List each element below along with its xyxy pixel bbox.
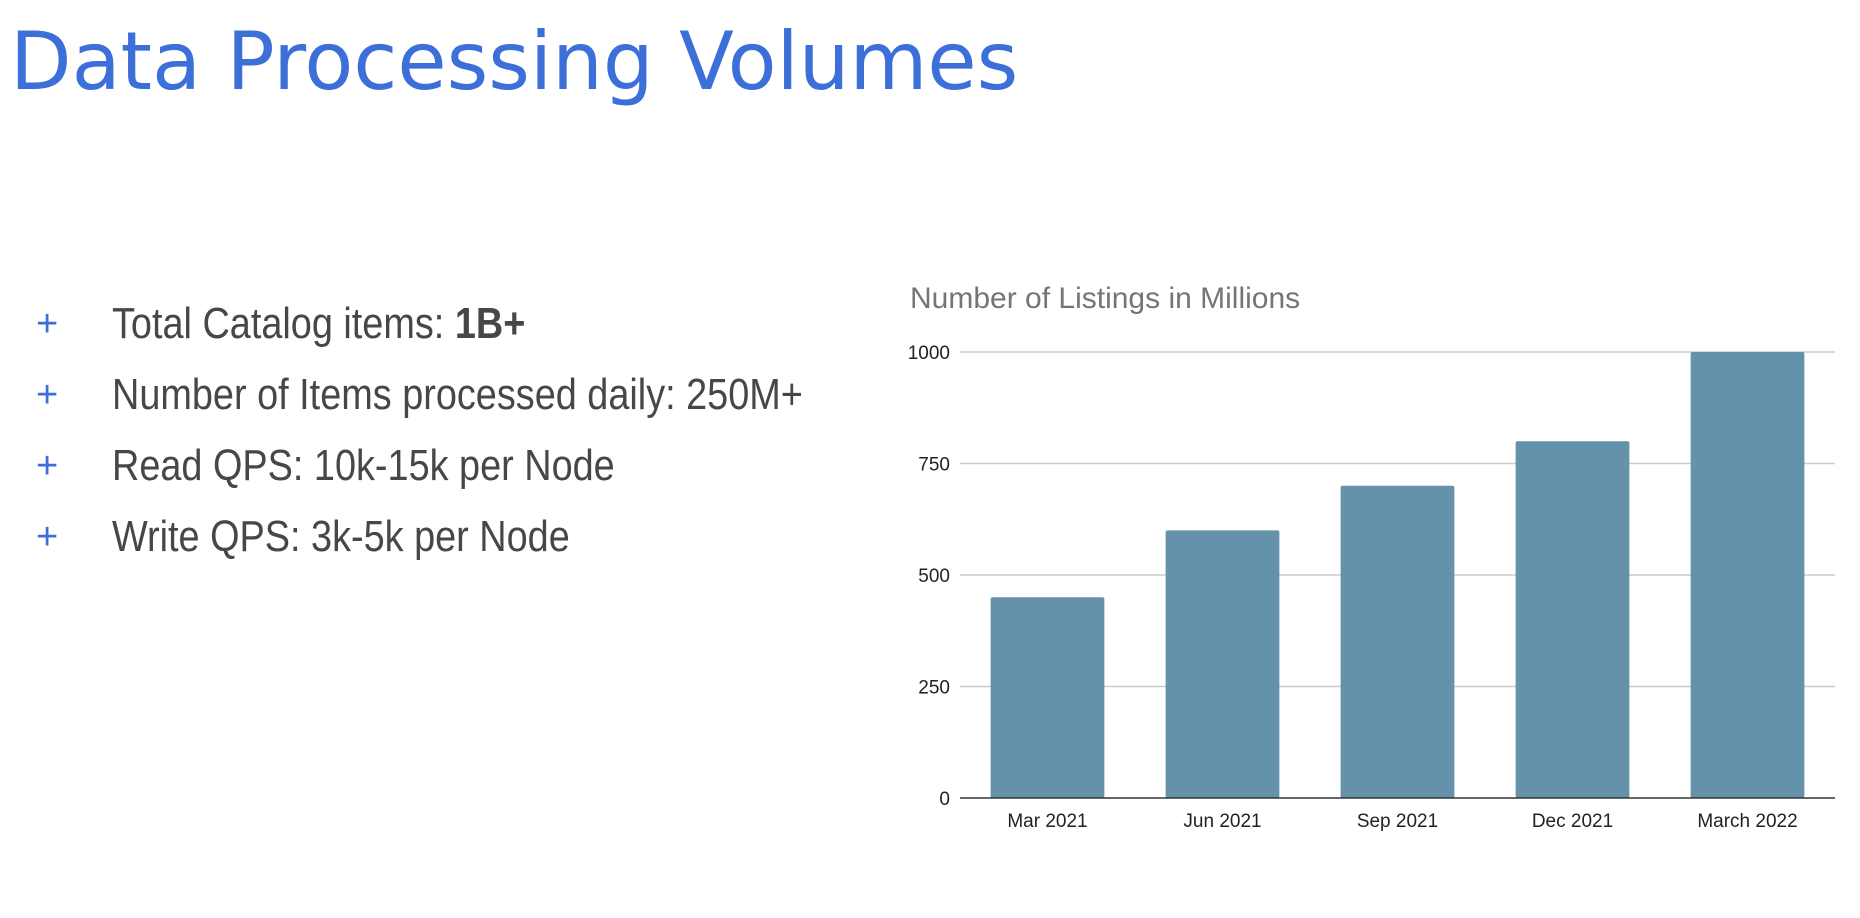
bullet-highlight: 1B+	[454, 298, 526, 348]
bar	[1515, 441, 1630, 798]
x-tick-label: Sep 2021	[1357, 811, 1438, 832]
y-axis-ticks: 0 250 500 750 1000	[908, 343, 950, 810]
plus-icon: +	[36, 302, 59, 345]
bars	[990, 352, 1805, 798]
bullet-text: Write QPS: 3k-5k per Node	[112, 511, 570, 561]
y-tick-label: 0	[939, 789, 950, 810]
plus-icon: +	[36, 444, 59, 487]
y-tick-label: 750	[918, 455, 950, 476]
x-tick-label: March 2022	[1697, 811, 1797, 832]
bullet-label: Total Catalog items:	[112, 298, 455, 348]
bullet-text: Read QPS: 10k-15k per Node	[112, 440, 615, 490]
bullet-label: Write QPS: 3k-5k per Node	[112, 511, 570, 561]
x-tick-label: Mar 2021	[1007, 811, 1087, 832]
chart-title: Number of Listings in Millions	[910, 282, 1300, 315]
slide-title: Data Processing Volumes	[10, 15, 1019, 108]
bullet-text: Number of Items processed daily: 250M+	[112, 369, 803, 419]
bullet-label: Read QPS: 10k-15k per Node	[112, 440, 615, 490]
y-tick-label: 1000	[908, 343, 950, 364]
listings-bar-chart: Number of Listings in Millions 0 250 500 75…	[908, 282, 1835, 832]
plus-icon: +	[36, 373, 59, 416]
bar	[1340, 485, 1455, 798]
plus-icon: +	[36, 515, 59, 558]
x-axis-ticks: Mar 2021 Jun 2021 Sep 2021 Dec 2021 March 20…	[1007, 811, 1797, 832]
x-tick-label: Dec 2021	[1532, 811, 1613, 832]
x-tick-label: Jun 2021	[1183, 811, 1261, 832]
y-tick-label: 500	[918, 566, 950, 587]
bullet-text: Total Catalog items: 1B+	[112, 298, 526, 348]
bar	[1690, 352, 1805, 798]
bar	[990, 597, 1105, 798]
bullet-label: Number of Items processed daily: 250M+	[112, 369, 803, 419]
y-tick-label: 250	[918, 678, 950, 699]
bar	[1165, 530, 1280, 798]
